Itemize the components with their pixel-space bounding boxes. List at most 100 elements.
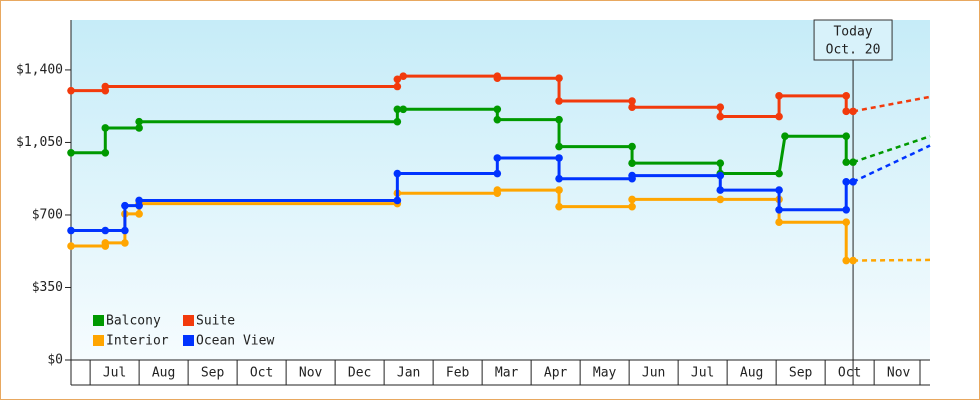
x-tick-label: Nov — [299, 366, 323, 381]
data-point — [842, 178, 851, 186]
data-point — [775, 186, 783, 194]
data-point — [493, 105, 502, 114]
data-point — [393, 117, 402, 126]
today-label: Today — [833, 25, 872, 40]
data-point — [842, 218, 851, 227]
data-point — [716, 159, 725, 167]
x-tick-label: Sep — [789, 366, 813, 381]
legend-swatch — [93, 315, 104, 326]
data-point — [493, 74, 502, 83]
data-point — [716, 171, 725, 180]
data-point — [555, 186, 563, 194]
data-point — [393, 82, 402, 91]
y-tick-label: $0 — [47, 353, 63, 368]
data-point — [67, 226, 75, 235]
data-point — [555, 142, 563, 151]
legend-swatch — [93, 335, 104, 346]
legend-label: Interior — [106, 334, 169, 349]
data-point — [775, 112, 783, 121]
forecast-line — [852, 95, 931, 113]
data-point — [493, 169, 502, 178]
x-tick-label: Aug — [152, 366, 175, 381]
data-point — [399, 72, 408, 80]
forecast-line — [853, 258, 931, 262]
y-tick-label: $350 — [32, 280, 63, 295]
x-tick-label: Jun — [642, 366, 665, 381]
data-point — [842, 107, 851, 116]
data-point — [135, 117, 143, 126]
data-point — [101, 239, 110, 247]
data-point — [716, 103, 725, 112]
data-point — [121, 201, 129, 210]
data-point — [555, 202, 563, 211]
data-point — [121, 239, 129, 247]
data-point — [628, 159, 636, 167]
x-tick-label: Feb — [446, 366, 470, 381]
data-point — [628, 202, 636, 211]
forecast-line — [852, 135, 931, 164]
data-point — [628, 103, 636, 112]
x-tick-label: May — [593, 366, 617, 381]
data-point — [775, 169, 783, 178]
x-tick-label: Jul — [103, 366, 126, 381]
x-tick-label: Jul — [691, 366, 714, 381]
data-point — [555, 154, 563, 162]
legend-swatch — [183, 335, 194, 346]
data-point — [135, 124, 143, 132]
data-point — [555, 97, 563, 105]
x-tick-label: Jan — [397, 366, 420, 381]
data-point — [842, 205, 851, 214]
data-point — [628, 195, 636, 204]
y-tick-label: $1,050 — [16, 135, 63, 150]
x-tick-label: Sep — [201, 366, 225, 381]
today-box — [813, 19, 893, 61]
data-point — [716, 112, 725, 121]
data-point — [555, 115, 563, 124]
y-tick-label: $1,400 — [16, 62, 63, 77]
today-label: Oct. 20 — [826, 43, 881, 58]
x-tick-label: Mar — [495, 366, 519, 381]
data-point — [393, 105, 402, 114]
data-point — [775, 92, 783, 100]
x-tick-label: Oct — [838, 366, 861, 381]
data-point — [842, 256, 851, 265]
data-point — [555, 74, 563, 83]
x-tick-label: Apr — [544, 366, 568, 381]
data-point — [393, 75, 402, 84]
data-point — [135, 210, 143, 218]
legend-label: Balcony — [106, 314, 161, 329]
data-point — [849, 256, 857, 265]
legend-swatch — [183, 315, 194, 326]
data-point — [493, 186, 502, 194]
data-point — [849, 107, 857, 116]
data-point — [842, 92, 851, 100]
data-point — [399, 105, 408, 114]
data-point — [775, 218, 783, 227]
data-point — [393, 196, 402, 205]
data-point — [781, 132, 789, 141]
data-point — [493, 154, 502, 162]
data-point — [67, 86, 75, 95]
data-point — [628, 171, 636, 180]
data-point — [101, 82, 110, 91]
y-tick-label: $700 — [32, 207, 63, 222]
x-tick-label: Dec — [348, 366, 371, 381]
data-point — [135, 196, 143, 205]
data-point — [67, 242, 75, 250]
legend-label: Suite — [196, 314, 235, 329]
data-point — [775, 205, 783, 214]
legend-label: Ocean View — [196, 334, 274, 349]
data-point — [716, 186, 725, 194]
data-point — [101, 226, 110, 235]
data-point — [101, 124, 110, 132]
data-point — [842, 158, 851, 166]
data-point — [555, 174, 563, 183]
x-tick-label: Nov — [887, 366, 911, 381]
data-point — [849, 178, 857, 186]
x-tick-label: Oct — [250, 366, 273, 381]
data-point — [628, 142, 636, 151]
data-point — [628, 97, 636, 105]
data-point — [849, 158, 857, 166]
data-point — [842, 132, 851, 141]
